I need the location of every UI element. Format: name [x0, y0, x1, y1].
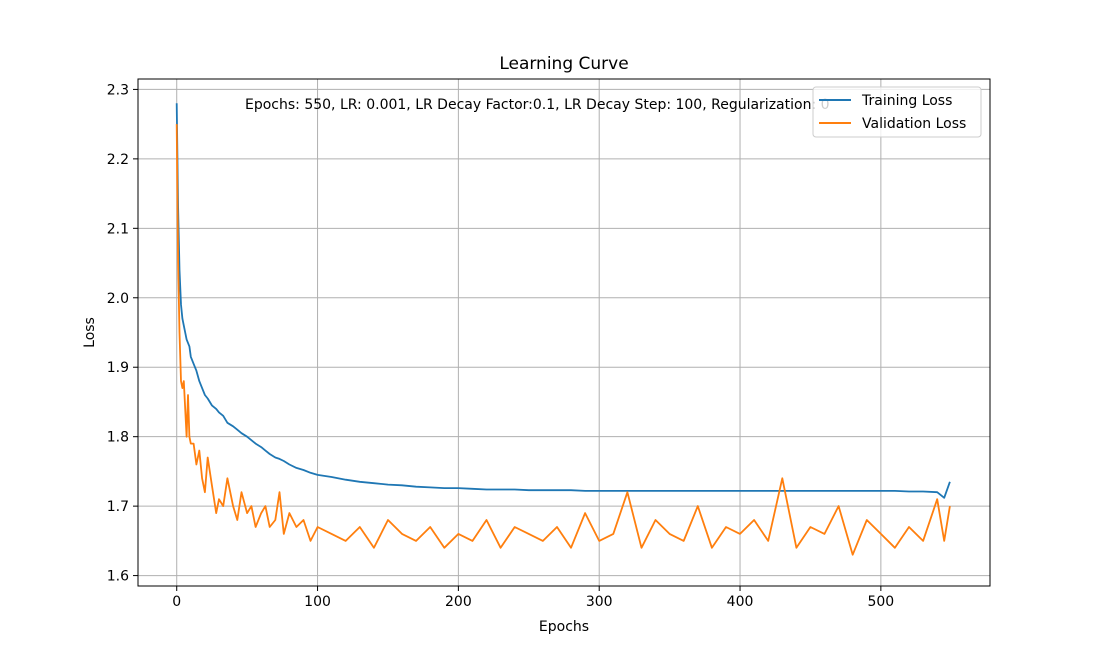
- legend-label-validation-loss: Validation Loss: [862, 116, 966, 132]
- y-tick-label: 2.0: [107, 291, 129, 307]
- y-tick-label: 2.1: [107, 221, 129, 237]
- legend: Training Loss Validation Loss: [812, 86, 982, 138]
- hyperparameter-annotation: Epochs: 550, LR: 0.001, LR Decay Factor:…: [245, 97, 830, 113]
- y-tick-label: 1.8: [107, 430, 129, 446]
- y-axis-label: Loss: [82, 317, 98, 348]
- legend-label-training-loss: Training Loss: [861, 93, 952, 109]
- y-tick-label: 2.2: [107, 152, 129, 168]
- y-tick-label: 1.9: [107, 360, 129, 376]
- plot-frame: [137, 78, 991, 587]
- x-tick-label: 100: [304, 594, 331, 610]
- x-axis-ticks: 0 100 200 300 400 500: [172, 586, 894, 610]
- x-tick-label: 0: [172, 594, 181, 610]
- x-axis-label: Epochs: [539, 619, 589, 635]
- x-tick-label: 500: [867, 594, 894, 610]
- x-tick-label: 300: [586, 594, 613, 610]
- y-tick-label: 2.3: [107, 82, 129, 98]
- y-axis-ticks: 1.6 1.7 1.8 1.9 2.0 2.1 2.2 2.3: [107, 82, 138, 585]
- x-tick-label: 400: [727, 594, 754, 610]
- grid: [138, 79, 990, 586]
- y-tick-label: 1.7: [107, 499, 129, 515]
- y-tick-label: 1.6: [107, 569, 129, 585]
- series-line-training-loss: [175, 103, 951, 499]
- series-layer: [175, 103, 951, 556]
- legend-box: [812, 86, 982, 138]
- series-line-validation-loss: [175, 124, 951, 556]
- x-tick-label: 200: [445, 594, 472, 610]
- chart-title: Learning Curve: [499, 54, 628, 74]
